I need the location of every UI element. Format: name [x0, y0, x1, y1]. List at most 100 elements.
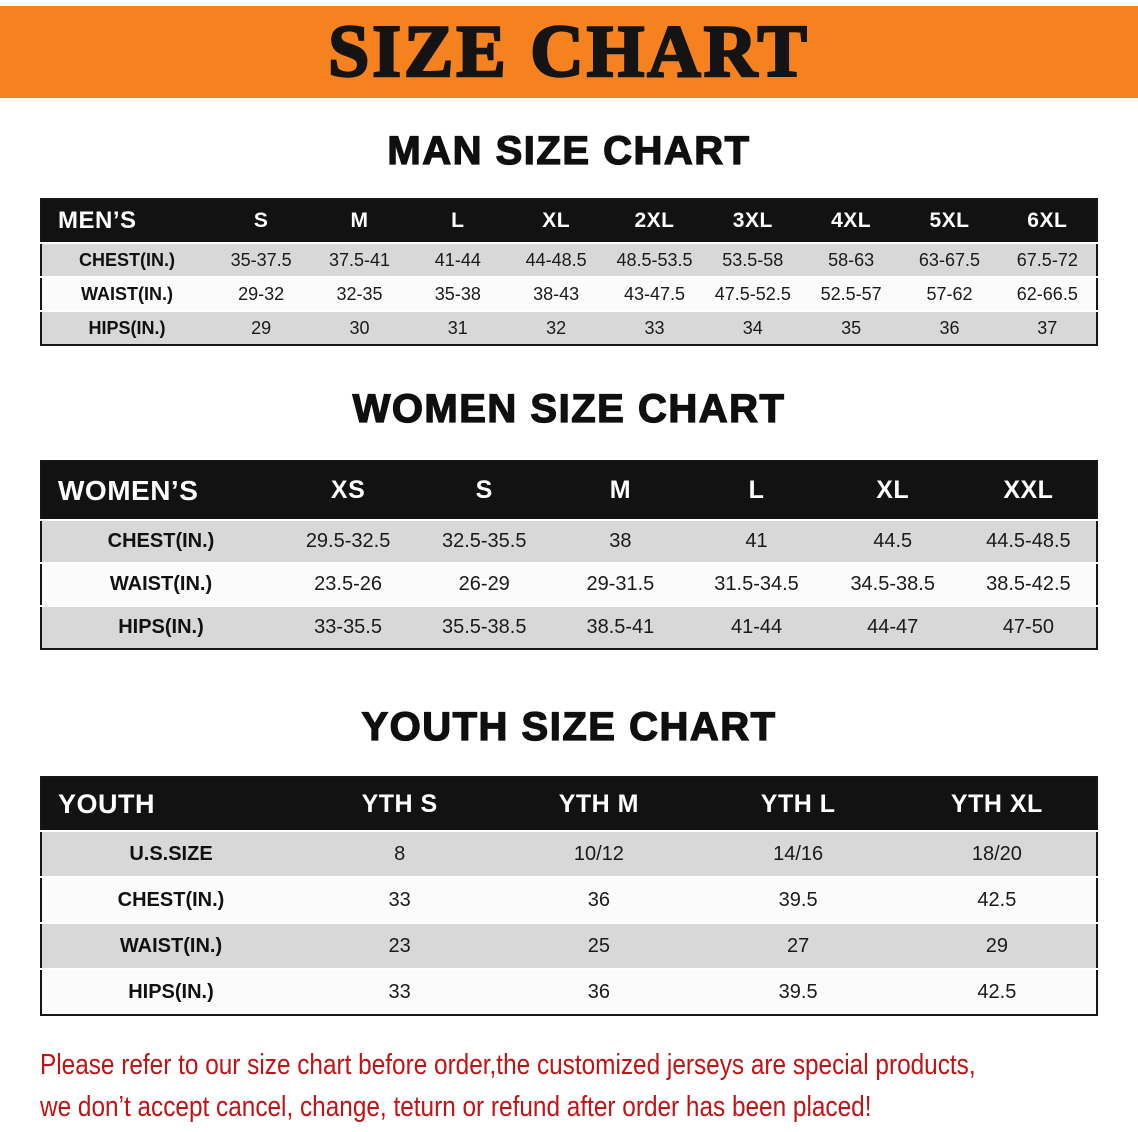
- size-value-cell: 33: [388, 888, 411, 911]
- size-value-cell: 29: [251, 317, 272, 338]
- size-value-cell: 32: [546, 317, 567, 338]
- table-corner-label: YOUTH: [41, 777, 300, 831]
- size-value-cell: 35: [841, 317, 862, 338]
- size-value-cell: 44.5-48.5: [986, 530, 1071, 552]
- size-value-cell: 37.5-41: [328, 249, 391, 270]
- size-value-cell: 47.5-52.5: [714, 283, 791, 304]
- size-value-cell: 29-32: [238, 283, 285, 304]
- size-column-header: XL: [824, 461, 961, 520]
- size-column-header: 2XL: [605, 199, 704, 243]
- table-body: CHEST(IN.) 29.5-32.5 32.5-35.5 38 41 44.5 44.5…: [41, 520, 1097, 649]
- size-value-cell: 36: [939, 317, 960, 338]
- size-value-cell: 41: [745, 530, 768, 552]
- size-value-cell: 36: [587, 980, 610, 1003]
- table-head: YOUTH YTH S YTH M YTH L YTH XL: [41, 777, 1097, 831]
- table-head: WOMEN’S XS S M L XL XXL: [41, 461, 1097, 520]
- table-header-row: MEN’S S M L XL 2XL 3XL 4XL 5XL 6XL: [41, 199, 1097, 243]
- size-value-cell: 42.5: [977, 888, 1017, 911]
- size-value-cell: 29-31.5: [586, 573, 655, 595]
- youth-section-heading: YOUTH SIZE CHART: [361, 704, 777, 749]
- size-column-header: 5XL: [900, 199, 999, 243]
- size-value-cell: 67.5-72: [1016, 249, 1078, 270]
- size-value-cell: 43-47.5: [623, 283, 685, 304]
- table-row: WAIST(IN.) 29-32 32-35 35-38 38-43 43-47.5 47.…: [41, 277, 1097, 311]
- row-label: HIPS(IN.): [88, 317, 166, 338]
- size-value-cell: 42.5: [977, 980, 1017, 1003]
- size-column-header: 4XL: [801, 199, 901, 243]
- size-value-cell: 58-63: [828, 249, 875, 270]
- row-label: HIPS(IN.): [128, 980, 214, 1003]
- size-value-cell: 35.5-38.5: [441, 616, 527, 638]
- row-label: WAIST(IN.): [119, 934, 223, 957]
- size-value-cell: 18/20: [971, 842, 1022, 865]
- size-value-cell: 48.5-53.5: [616, 249, 693, 270]
- size-value-cell: 29.5-32.5: [305, 530, 391, 552]
- size-column-header: S: [416, 461, 553, 520]
- table-row: CHEST(IN.) 33 36 39.5 42.5: [41, 877, 1097, 923]
- size-value-cell: 23: [388, 934, 411, 957]
- size-value-cell: 44-47: [867, 616, 919, 638]
- table-corner-label: MEN’S: [41, 199, 212, 243]
- men-size-table: MEN’S S M L XL 2XL 3XL 4XL 5XL 6XL CHEST(IN.) 35-37…: [40, 198, 1098, 346]
- table-body: CHEST(IN.) 35-37.5 37.5-41 41-44 44-48.5 48.5…: [41, 243, 1097, 345]
- size-column-header: XS: [280, 461, 417, 520]
- women-size-table: WOMEN’S XS S M L XL XXL CHEST(IN.) 29.5-32.5 32.5…: [40, 460, 1098, 650]
- row-label: WAIST(IN.): [109, 573, 213, 595]
- size-value-cell: 37: [1037, 317, 1058, 338]
- row-label: HIPS(IN.): [118, 616, 204, 638]
- size-column-header: 3XL: [703, 199, 802, 243]
- table-head: MEN’S S M L XL 2XL 3XL 4XL 5XL 6XL: [41, 199, 1097, 243]
- size-column-header: S: [212, 199, 311, 243]
- table-body: U.S.SIZE 8 10/12 14/16 18/20 CHEST(IN.) 33 36 39…: [41, 831, 1097, 1015]
- size-column-header: YTH M: [499, 777, 699, 831]
- size-value-cell: 36: [587, 888, 610, 911]
- size-column-header: XXL: [960, 461, 1097, 520]
- size-value-cell: 8: [394, 842, 406, 865]
- size-value-cell: 26-29: [458, 573, 510, 595]
- size-value-cell: 23.5-26: [314, 573, 382, 595]
- size-value-cell: 47-50: [1002, 616, 1054, 638]
- banner: SIZE CHART: [0, 6, 1138, 98]
- size-value-cell: 44.5: [873, 530, 913, 552]
- size-value-cell: 33-35.5: [314, 616, 382, 638]
- size-column-header: M: [310, 199, 409, 243]
- disclaimer-line-2: we don’t accept cancel, change, teturn o…: [40, 1091, 872, 1124]
- size-value-cell: 27: [787, 934, 810, 957]
- disclaimer-line-1: Please refer to our size chart before or…: [40, 1049, 976, 1081]
- disclaimer-note: Please refer to our size chart before or…: [40, 1044, 1138, 1128]
- row-label: WAIST(IN.): [81, 283, 173, 304]
- size-column-header: YTH L: [698, 777, 898, 831]
- size-value-cell: 31: [447, 317, 468, 338]
- size-value-cell: 52.5-57: [820, 283, 882, 304]
- size-value-cell: 39.5: [778, 980, 818, 1003]
- size-value-cell: 41-44: [434, 249, 481, 270]
- size-value-cell: 31.5-34.5: [714, 573, 799, 595]
- page-title: SIZE CHART: [327, 11, 810, 93]
- table-row: HIPS(IN.) 33 36 39.5 42.5: [41, 969, 1097, 1015]
- size-column-header: L: [688, 461, 825, 520]
- women-size-section: WOMEN SIZE CHART WOMEN’S XS S M L XL XXL CHEST(…: [0, 386, 1138, 650]
- size-value-cell: 32-35: [336, 283, 383, 304]
- men-size-section: MAN SIZE CHART MEN’S S M L XL 2XL 3XL 4XL 5XL 6XL…: [0, 128, 1138, 346]
- size-value-cell: 25: [587, 934, 610, 957]
- men-section-heading: MAN SIZE CHART: [387, 128, 751, 173]
- size-value-cell: 38: [609, 530, 632, 552]
- size-column-header: L: [408, 199, 507, 243]
- row-label: CHEST(IN.): [107, 530, 215, 552]
- table-row: U.S.SIZE 8 10/12 14/16 18/20: [41, 831, 1097, 877]
- size-value-cell: 34.5-38.5: [850, 573, 935, 595]
- size-column-header: YTH S: [300, 777, 500, 831]
- size-value-cell: 35-37.5: [230, 249, 292, 270]
- youth-size-table: YOUTH YTH S YTH M YTH L YTH XL U.S.SIZE 8 10/12…: [40, 776, 1098, 1016]
- women-section-heading: WOMEN SIZE CHART: [352, 386, 786, 431]
- size-column-header: XL: [506, 199, 606, 243]
- size-value-cell: 57-62: [926, 283, 973, 304]
- size-column-header: 6XL: [998, 199, 1097, 243]
- size-value-cell: 38-43: [533, 283, 580, 304]
- size-value-cell: 35-38: [434, 283, 481, 304]
- size-value-cell: 32.5-35.5: [441, 530, 527, 552]
- size-value-cell: 44-48.5: [525, 249, 587, 270]
- table-corner-label: WOMEN’S: [41, 461, 280, 520]
- size-value-cell: 14/16: [773, 842, 824, 865]
